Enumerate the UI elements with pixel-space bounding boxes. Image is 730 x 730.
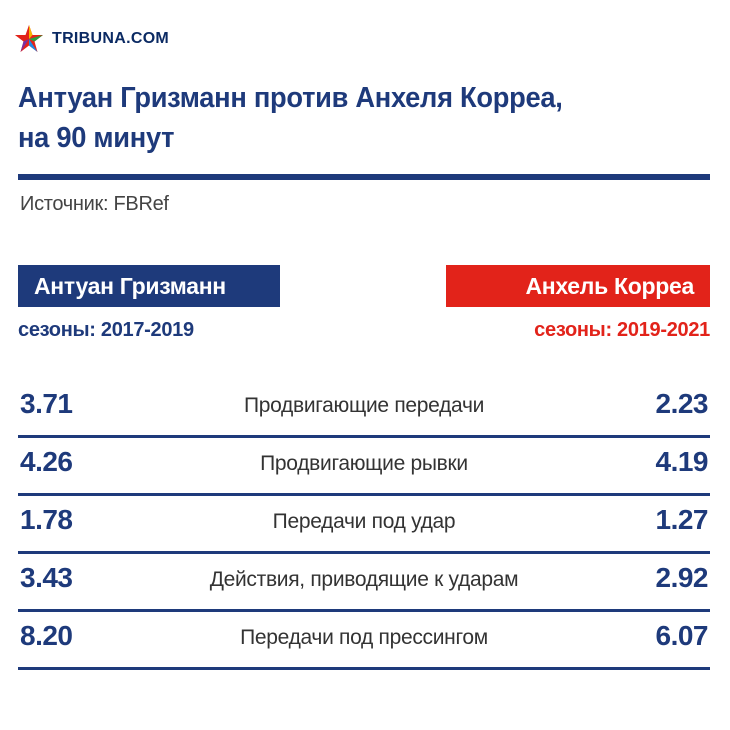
page-title: Антуан Гризманн против Анхеля Корреа, на… bbox=[18, 78, 676, 158]
source-text: Источник: FBRef bbox=[20, 193, 169, 215]
stat-label: Продвигающие передачи bbox=[243, 394, 485, 417]
stats-table: 3.71 Продвигающие передачи 2.23 4.26 Про… bbox=[18, 380, 710, 670]
stat-left-value: 8.20 bbox=[20, 620, 73, 651]
stat-right-value: 6.07 bbox=[655, 620, 709, 651]
seasons-left: сезоны: 2017-2019 bbox=[18, 319, 194, 341]
stat-right-value: 1.27 bbox=[655, 504, 709, 535]
stat-left-value: 1.78 bbox=[20, 504, 73, 535]
brand-name: TRIBUNA.COM bbox=[52, 30, 170, 47]
stat-right-value: 4.19 bbox=[655, 446, 709, 477]
stat-row: 3.71 Продвигающие передачи 2.23 bbox=[18, 380, 710, 438]
title-line-2: на 90 минут bbox=[18, 122, 175, 154]
stat-row: 3.43 Действия, приводящие к ударам 2.92 bbox=[18, 554, 710, 612]
stat-label: Передачи под прессингом bbox=[240, 626, 488, 649]
star-logo-icon bbox=[15, 25, 43, 52]
brand-logo: TRIBUNA.COM bbox=[14, 24, 169, 54]
stat-right-value: 2.23 bbox=[655, 388, 709, 419]
stat-row: 1.78 Передачи под удар 1.27 bbox=[18, 496, 710, 554]
seasons-right: сезоны: 2019-2021 bbox=[534, 319, 710, 341]
title-divider bbox=[18, 174, 710, 180]
title-line-1: Антуан Гризманн против Анхеля Корреа, bbox=[18, 82, 563, 114]
player-badge-right: Анхель Корреа bbox=[446, 265, 710, 307]
stat-row: 8.20 Передачи под прессингом 6.07 bbox=[18, 612, 710, 670]
stat-row: 4.26 Продвигающие рывки 4.19 bbox=[18, 438, 710, 496]
stat-label: Передачи под удар bbox=[272, 510, 456, 533]
stat-left-value: 3.71 bbox=[20, 388, 73, 419]
stat-right-value: 2.92 bbox=[655, 562, 709, 593]
stat-label: Действия, приводящие к ударам bbox=[209, 568, 519, 591]
player-badge-left: Антуан Гризманн bbox=[18, 265, 280, 307]
stat-left-value: 3.43 bbox=[20, 562, 73, 593]
stat-label: Продвигающие рывки bbox=[260, 452, 468, 475]
stat-left-value: 4.26 bbox=[20, 446, 73, 477]
